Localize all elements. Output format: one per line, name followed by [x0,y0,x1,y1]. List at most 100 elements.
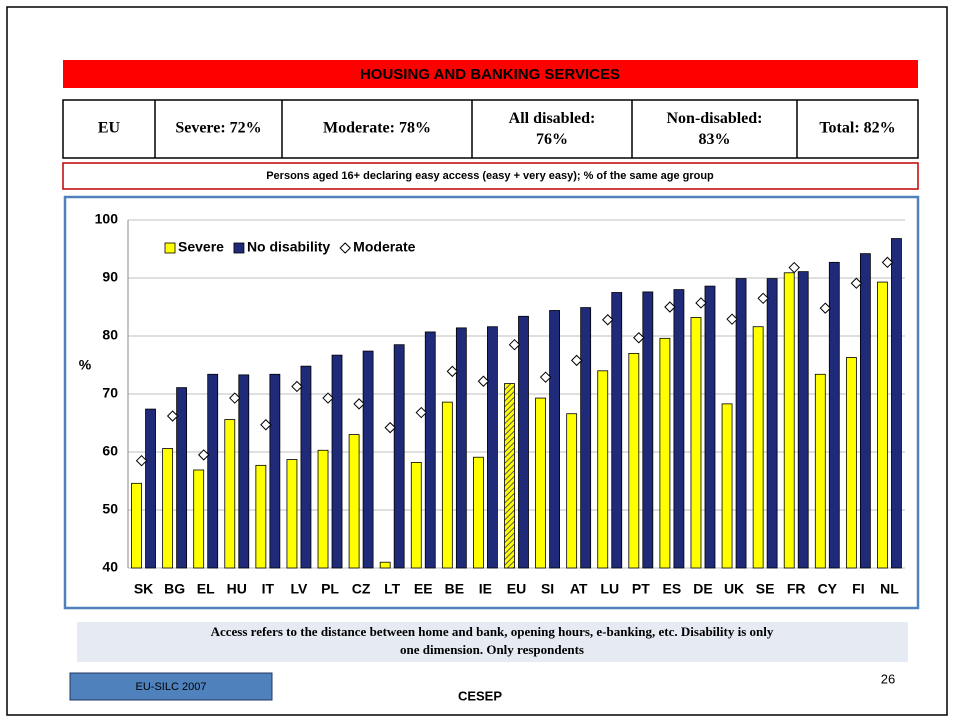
x-tick-label: IE [479,581,492,597]
bar [877,281,888,569]
bar [487,326,498,569]
table-cell: Non-disabled: 83% [666,110,762,148]
y-tick-label: 80 [102,327,118,343]
bar [828,261,840,569]
bar [145,408,156,569]
bar [735,278,747,569]
x-tick-label: LU [600,581,619,597]
diamond-marker [788,261,800,274]
bar [379,561,391,569]
bar [131,482,142,569]
table-cell: EU [98,120,121,137]
bar [859,253,871,569]
bar [580,307,592,569]
bar [393,344,405,569]
title-bar [63,60,918,88]
diamond-marker [166,410,179,422]
diamond-marker [291,380,303,393]
x-tick-label: HU [227,581,247,597]
y-tick-label: 100 [95,211,119,227]
summary-table: EU Severe: 72% Moderate: 78% All disabled: 7… [62,99,919,159]
table-cell: Moderate: 78% [323,120,431,137]
bar [597,370,609,569]
bar [721,403,733,569]
y-tick-label: 90 [102,269,118,285]
x-tick-label: PT [632,581,650,597]
legend-swatch [164,242,176,254]
x-tick-label: AT [570,581,588,597]
diamond-marker [570,354,583,367]
x-tick-label: PL [321,581,339,597]
slide-title: HOUSING AND BANKING SERVICES [360,66,620,83]
diamond-marker [446,365,459,378]
bar [269,373,281,569]
bar [193,469,205,569]
x-tick-label: LT [384,581,401,597]
y-tick-label: 60 [102,443,118,459]
x-tick-label: LV [291,581,309,597]
x-tick-label: EE [414,581,433,597]
y-tick-label: 50 [102,501,118,517]
organization: CESEP [458,688,502,703]
table-border [62,99,919,159]
subtitle: Persons aged 16+ declaring easy access (… [266,170,714,182]
diamond-marker [539,371,552,383]
bar [207,373,219,569]
bar [348,434,360,569]
x-tick-label: EL [197,581,215,597]
diamond-marker [353,398,365,410]
bar [317,449,329,569]
x-tick-label: UK [724,581,744,597]
diamond-marker [881,256,894,269]
bar [410,462,422,569]
x-tick-label: CY [818,581,838,597]
diamond-marker [260,419,272,431]
x-tick-label: FR [787,581,806,597]
y-tick-label: 70 [102,385,118,401]
y-tick-label: 40 [102,559,118,575]
table-cell: Total: 82% [819,120,895,137]
source-box [69,672,273,701]
diamond-marker [229,392,241,404]
diamond-marker [384,421,396,434]
diamond-marker [695,297,707,309]
plot: 40 50 60 70 80 90 100% SK BG EL HU IT LV PL CZ LT EE BE IE… [79,211,905,597]
x-tick-label: NL [880,581,899,597]
bar [455,327,467,569]
footnote-line: Access refers to the distance between ho… [211,624,774,639]
legend-label: Moderate [353,239,415,255]
bar [286,459,298,569]
bar [224,419,236,569]
x-tick-label: FI [852,581,864,597]
table-cell: All disabled: 76% [509,110,596,148]
page-number: 26 [881,671,895,686]
bar [752,326,764,569]
source: EU-SILC 2007 [136,681,207,693]
footnote-line: one dimension. Only respondents [400,642,584,657]
bar [255,464,267,569]
x-tick-label: DE [693,581,712,597]
diamond-marker [819,302,832,314]
bar [891,238,902,569]
bar [845,357,857,569]
bar [518,315,529,569]
bar [566,413,578,569]
diamond-marker [415,406,427,419]
bar [535,397,546,569]
diamond-marker [726,313,738,325]
bar [362,350,374,569]
x-tick-label: EU [507,581,526,597]
bar [238,374,250,569]
diamond-marker [757,292,769,305]
diamond-marker [197,449,210,461]
bar [659,337,671,569]
diamond-marker [850,277,863,289]
x-tick-label: CZ [352,581,371,597]
bar [766,278,778,569]
bar [797,271,809,569]
diamond-marker [602,314,614,326]
bar [642,291,654,569]
x-tick-label: IT [262,581,275,597]
diamond-marker [135,454,148,467]
